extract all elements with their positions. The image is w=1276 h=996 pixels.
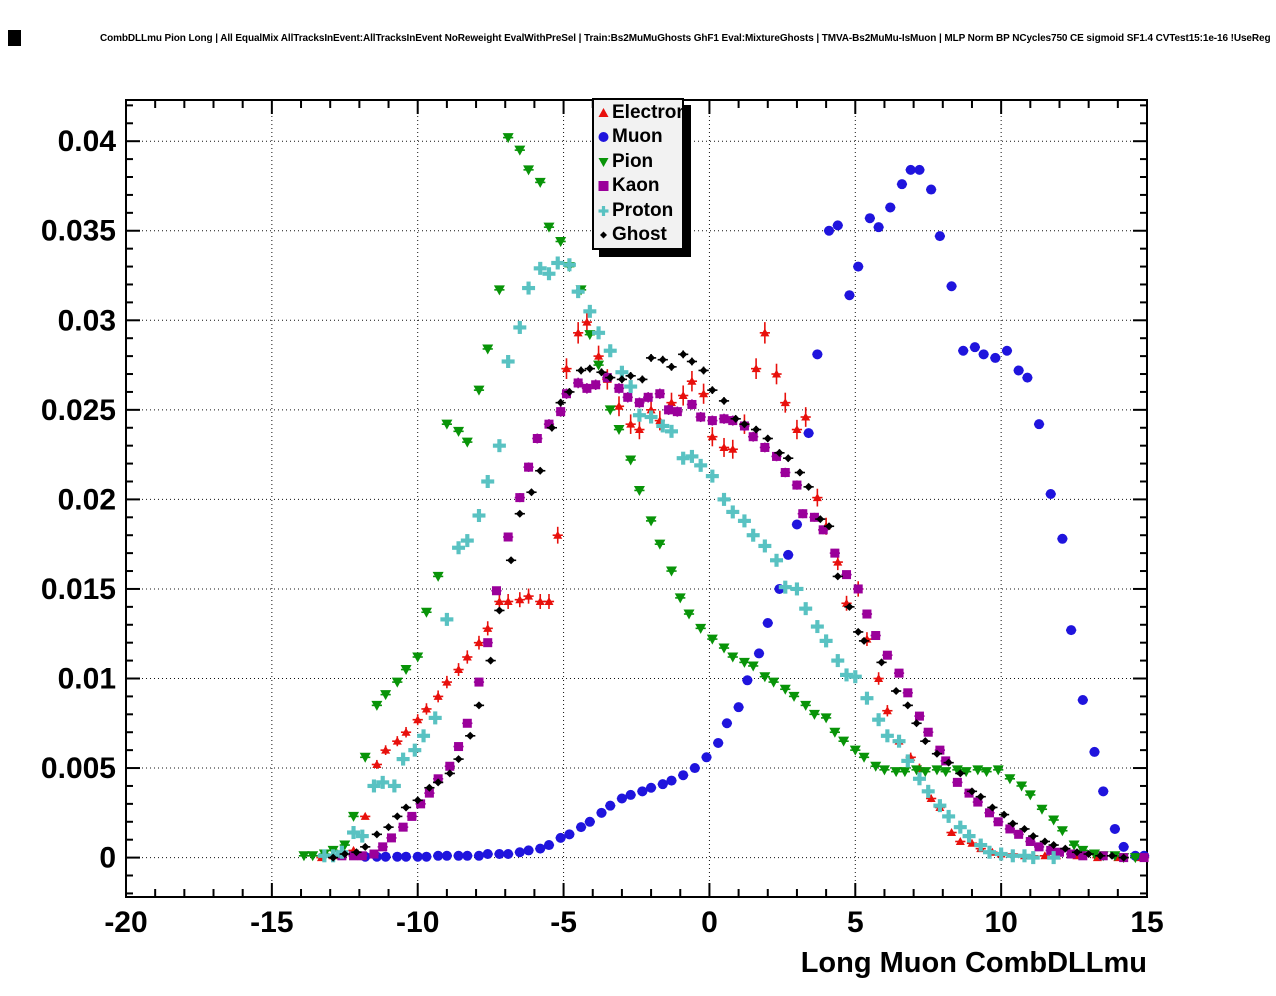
svg-text:0.03: 0.03 (58, 304, 116, 337)
legend-marker-triangle-up-icon (598, 107, 609, 117)
series-kaon (336, 372, 1150, 863)
legend-label: Proton (612, 199, 674, 221)
svg-text:5: 5 (847, 906, 864, 939)
legend-label: Kaon (612, 175, 660, 197)
legend-marker-plus-icon (598, 205, 609, 216)
series-ghost (328, 350, 1129, 862)
svg-text:0.025: 0.025 (41, 394, 116, 427)
series-muon (360, 164, 1150, 862)
legend-marker-circle-icon (598, 132, 609, 143)
legend-marker-triangle-down-icon (598, 157, 609, 167)
svg-text:0.02: 0.02 (58, 483, 116, 516)
svg-text:0.005: 0.005 (41, 752, 116, 785)
legend-marker-diamond-icon (600, 231, 607, 239)
svg-text:0: 0 (701, 906, 718, 939)
legend-entry-proton: Proton (594, 198, 682, 223)
legend-entry-pion: Pion (594, 149, 682, 174)
svg-text:10: 10 (984, 906, 1017, 939)
page-title: CombDLLmu Pion Long | All EqualMix AllTr… (100, 33, 1271, 44)
svg-text:-5: -5 (550, 906, 577, 939)
legend-box: Electron Muon Pion Kaon Proton Ghost (592, 98, 688, 250)
axis-ticks (125, 100, 1148, 897)
legend-entry-ghost: Ghost (594, 223, 682, 248)
svg-text:-10: -10 (396, 906, 439, 939)
legend-entry-electron: Electron (594, 100, 688, 125)
svg-text:-20: -20 (104, 906, 147, 939)
svg-text:0.015: 0.015 (41, 573, 116, 606)
legend-label: Ghost (612, 224, 667, 246)
y-tick-labels: 0 0.005 0.01 0.015 0.02 0.025 0.03 0.035 0.04 (41, 125, 116, 874)
svg-text:0.01: 0.01 (58, 662, 116, 695)
x-axis-title: Long Muon CombDLLmu (801, 947, 1147, 979)
legend-label: Pion (612, 150, 654, 172)
svg-text:0: 0 (99, 842, 116, 875)
svg-text:0.04: 0.04 (58, 125, 117, 158)
legend-entry-muon: Muon (594, 125, 682, 150)
series-proton (317, 256, 1061, 865)
legend-marker-square-icon (598, 181, 609, 192)
canvas-corner-mark (8, 30, 21, 46)
x-tick-labels: -20 -15 -10 -5 0 5 10 15 (104, 906, 1163, 939)
svg-text:-15: -15 (250, 906, 293, 939)
legend-entry-kaon: Kaon (594, 174, 682, 199)
svg-text:15: 15 (1130, 906, 1163, 939)
legend-label: Electron (612, 101, 689, 123)
legend-label: Muon (612, 126, 663, 148)
svg-text:0.035: 0.035 (41, 215, 116, 248)
